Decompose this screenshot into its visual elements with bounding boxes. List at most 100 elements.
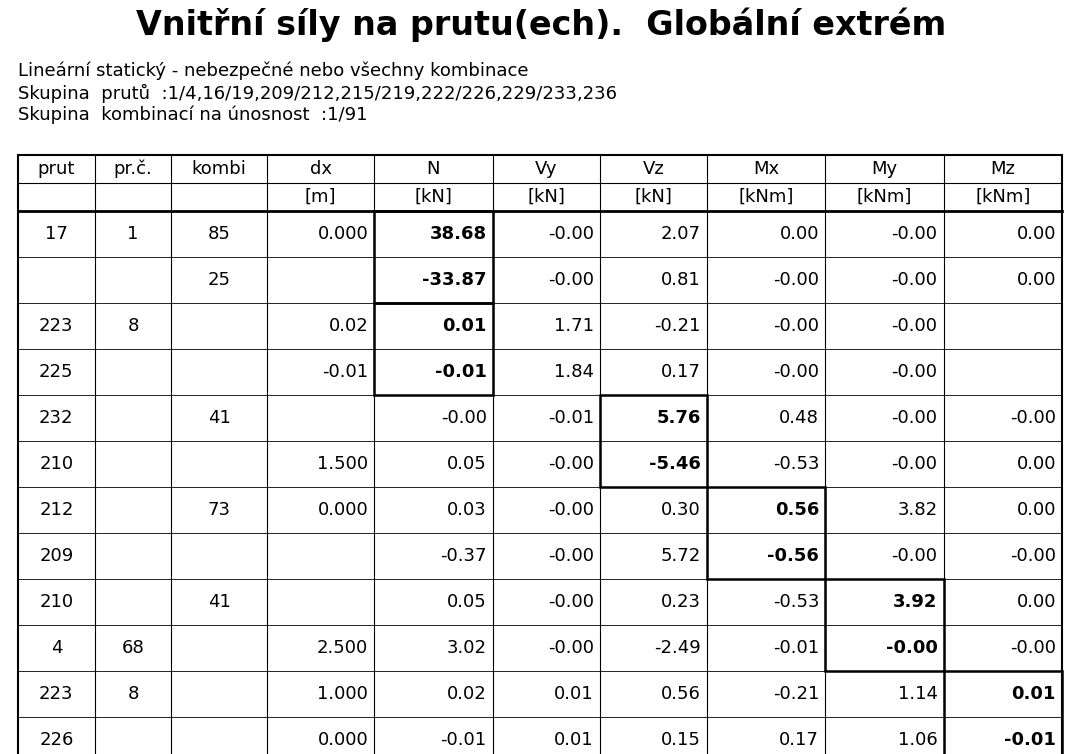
- Text: -0.21: -0.21: [773, 685, 819, 703]
- Text: 0.02: 0.02: [447, 685, 487, 703]
- Text: 8: 8: [128, 317, 139, 335]
- Text: 0.01: 0.01: [554, 731, 594, 749]
- Text: Lineární statický - nebezpečné nebo všechny kombinace: Lineární statický - nebezpečné nebo všec…: [18, 62, 528, 81]
- Text: -0.00: -0.00: [773, 363, 819, 381]
- Text: 1.500: 1.500: [317, 455, 368, 473]
- Text: N: N: [426, 160, 440, 178]
- Bar: [374, 303, 493, 395]
- Text: [m]: [m]: [305, 188, 336, 206]
- Text: -0.00: -0.00: [891, 317, 938, 335]
- Text: 8: 8: [128, 685, 139, 703]
- Text: 209: 209: [40, 547, 73, 565]
- Text: 0.17: 0.17: [780, 731, 819, 749]
- Text: 0.23: 0.23: [661, 593, 701, 611]
- Text: 2.500: 2.500: [317, 639, 368, 657]
- Bar: [825, 579, 944, 671]
- Text: -0.00: -0.00: [891, 455, 938, 473]
- Text: -0.00: -0.00: [891, 225, 938, 243]
- Bar: [707, 487, 825, 579]
- Text: -0.00: -0.00: [548, 225, 594, 243]
- Text: -0.00: -0.00: [891, 271, 938, 289]
- Text: -0.00: -0.00: [1010, 547, 1056, 565]
- Text: -0.00: -0.00: [548, 271, 594, 289]
- Text: 38.68: 38.68: [430, 225, 487, 243]
- Text: 0.01: 0.01: [442, 317, 487, 335]
- Text: 1.84: 1.84: [554, 363, 594, 381]
- Text: -0.01: -0.01: [435, 363, 487, 381]
- Text: Vz: Vz: [642, 160, 664, 178]
- Text: [kNm]: [kNm]: [857, 188, 912, 206]
- Text: -0.00: -0.00: [773, 317, 819, 335]
- Text: 225: 225: [39, 363, 74, 381]
- Text: -0.56: -0.56: [767, 547, 819, 565]
- Text: -0.00: -0.00: [440, 409, 487, 427]
- Text: -0.00: -0.00: [548, 501, 594, 519]
- Text: 0.000: 0.000: [318, 225, 368, 243]
- Text: -0.01: -0.01: [1004, 731, 1056, 749]
- Text: 226: 226: [39, 731, 73, 749]
- Text: 232: 232: [39, 409, 74, 427]
- Text: 85: 85: [207, 225, 231, 243]
- Text: 68: 68: [121, 639, 144, 657]
- Text: -0.21: -0.21: [654, 317, 701, 335]
- Text: 0.01: 0.01: [1012, 685, 1056, 703]
- Text: 3.82: 3.82: [898, 501, 938, 519]
- Text: 41: 41: [207, 409, 231, 427]
- Text: [kN]: [kN]: [415, 188, 452, 206]
- Bar: [599, 395, 707, 487]
- Text: 0.05: 0.05: [447, 455, 487, 473]
- Text: 0.00: 0.00: [1016, 271, 1056, 289]
- Text: -0.01: -0.01: [440, 731, 487, 749]
- Text: -0.00: -0.00: [886, 639, 938, 657]
- Text: dx: dx: [309, 160, 332, 178]
- Text: -0.01: -0.01: [548, 409, 594, 427]
- Text: 0.00: 0.00: [1016, 455, 1056, 473]
- Text: -0.53: -0.53: [772, 455, 819, 473]
- Text: -5.46: -5.46: [649, 455, 701, 473]
- Text: 73: 73: [207, 501, 231, 519]
- Text: 5.76: 5.76: [656, 409, 701, 427]
- Text: -0.00: -0.00: [891, 363, 938, 381]
- Text: Vy: Vy: [535, 160, 557, 178]
- Text: -0.00: -0.00: [891, 409, 938, 427]
- Text: 25: 25: [207, 271, 231, 289]
- Text: -0.00: -0.00: [548, 593, 594, 611]
- Text: 210: 210: [40, 593, 73, 611]
- Text: -0.00: -0.00: [1010, 639, 1056, 657]
- Text: 0.00: 0.00: [1016, 593, 1056, 611]
- Text: My: My: [871, 160, 898, 178]
- Text: -2.49: -2.49: [654, 639, 701, 657]
- Text: Vnitřní síly na prutu(ech).  Globální extrém: Vnitřní síly na prutu(ech). Globální ext…: [136, 8, 946, 42]
- Text: 0.56: 0.56: [661, 685, 701, 703]
- Text: -33.87: -33.87: [422, 271, 487, 289]
- Text: 0.000: 0.000: [318, 501, 368, 519]
- Text: 1.06: 1.06: [898, 731, 938, 749]
- Text: 0.48: 0.48: [780, 409, 819, 427]
- Text: 0.56: 0.56: [774, 501, 819, 519]
- Text: 0.17: 0.17: [661, 363, 701, 381]
- Text: Mx: Mx: [753, 160, 779, 178]
- Text: -0.00: -0.00: [1010, 409, 1056, 427]
- Text: [kNm]: [kNm]: [975, 188, 1030, 206]
- Text: 3.02: 3.02: [447, 639, 487, 657]
- Text: Skupina  kombinací na únosnost  :1/91: Skupina kombinací na únosnost :1/91: [18, 106, 367, 124]
- Text: 0.000: 0.000: [318, 731, 368, 749]
- Text: -0.00: -0.00: [891, 547, 938, 565]
- Text: [kN]: [kN]: [527, 188, 565, 206]
- Text: 0.00: 0.00: [780, 225, 819, 243]
- Text: [kN]: [kN]: [635, 188, 672, 206]
- Bar: [18, 155, 1062, 754]
- Text: 0.15: 0.15: [661, 731, 701, 749]
- Text: -0.37: -0.37: [440, 547, 487, 565]
- Text: 2.07: 2.07: [661, 225, 701, 243]
- Text: 1: 1: [128, 225, 139, 243]
- Text: 0.02: 0.02: [329, 317, 368, 335]
- Text: 223: 223: [39, 685, 74, 703]
- Text: Skupina  prutů  :1/4,16/19,209/212,215/219,222/226,229/233,236: Skupina prutů :1/4,16/19,209/212,215/219…: [18, 84, 616, 103]
- Text: -0.01: -0.01: [773, 639, 819, 657]
- Text: -0.01: -0.01: [322, 363, 368, 381]
- Bar: [374, 211, 493, 303]
- Text: -0.00: -0.00: [548, 455, 594, 473]
- Text: 1.71: 1.71: [554, 317, 594, 335]
- Text: -0.00: -0.00: [548, 639, 594, 657]
